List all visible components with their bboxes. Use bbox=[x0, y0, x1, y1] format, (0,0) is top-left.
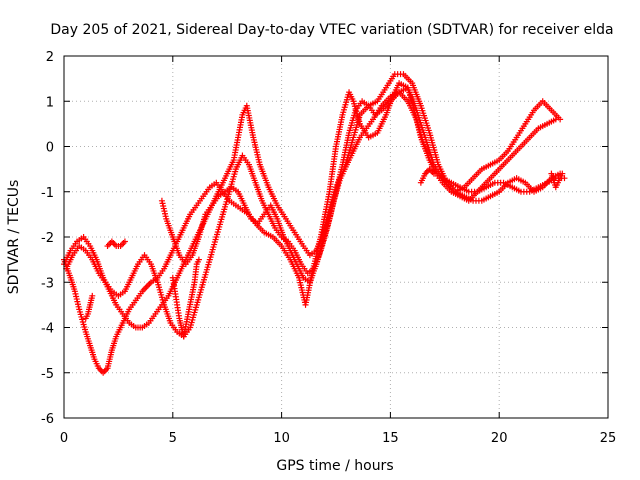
series-track-1 bbox=[61, 80, 564, 376]
y-tick-label: -2 bbox=[41, 231, 54, 246]
data-points bbox=[61, 71, 568, 376]
series-track-4 bbox=[104, 84, 568, 286]
x-axis-title: GPS time / hours bbox=[276, 458, 393, 474]
data-point bbox=[121, 238, 128, 245]
data-point bbox=[559, 170, 566, 177]
y-tick-label: 2 bbox=[46, 50, 54, 65]
data-point bbox=[552, 116, 559, 123]
chart-title: Day 205 of 2021, Sidereal Day-to-day VTE… bbox=[50, 22, 613, 38]
data-point bbox=[195, 256, 202, 263]
series-track-5 bbox=[82, 166, 566, 340]
y-tick-label: -6 bbox=[41, 412, 54, 427]
y-tick-label: 1 bbox=[46, 95, 54, 110]
axis-ticks: 0 5 10 15 20 25 -6 -5 -4 -3 -2 -1 0 1 2 bbox=[41, 50, 616, 446]
y-tick-label: 0 bbox=[46, 141, 54, 156]
x-tick-label: 25 bbox=[600, 431, 617, 446]
x-tick-label: 0 bbox=[60, 431, 68, 446]
grid bbox=[64, 56, 608, 418]
data-point bbox=[430, 170, 437, 177]
y-tick-label: -3 bbox=[41, 276, 54, 291]
x-tick-label: 20 bbox=[491, 431, 508, 446]
y-tick-label: -5 bbox=[41, 367, 54, 382]
data-point bbox=[89, 292, 96, 299]
y-axis-title: SDTVAR / TECUs bbox=[6, 180, 22, 295]
series-track-2 bbox=[61, 71, 564, 331]
series-track-3 bbox=[63, 89, 559, 340]
x-tick-label: 10 bbox=[273, 431, 290, 446]
y-tick-label: -4 bbox=[41, 322, 54, 337]
y-tick-label: -1 bbox=[41, 186, 54, 201]
x-tick-label: 5 bbox=[169, 431, 177, 446]
x-tick-label: 15 bbox=[382, 431, 399, 446]
